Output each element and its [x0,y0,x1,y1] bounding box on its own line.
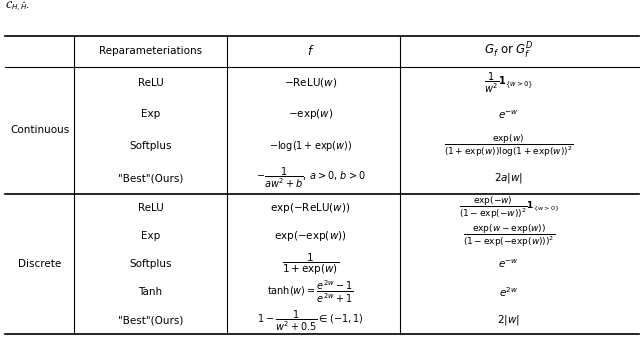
Text: $\tanh(w)=\dfrac{e^{2w}-1}{e^{2w}+1}$: $\tanh(w)=\dfrac{e^{2w}-1}{e^{2w}+1}$ [267,279,354,305]
Text: $\dfrac{\exp(-w)}{(1-\exp(-w))^2}\mathbf{1}_{\{w>0\}}$: $\dfrac{\exp(-w)}{(1-\exp(-w))^2}\mathbf… [459,195,559,221]
Text: $f$: $f$ [307,44,314,58]
Text: Exp: Exp [141,231,160,241]
Text: $-\mathrm{ReLU}(w)$: $-\mathrm{ReLU}(w)$ [284,76,337,89]
Text: $G_f$ or $G_f^D$: $G_f$ or $G_f^D$ [484,41,534,61]
Text: $-\log(1+\exp(w))$: $-\log(1+\exp(w))$ [269,139,352,153]
Text: $\mathcal{C}_{H,\hat{H}}$.: $\mathcal{C}_{H,\hat{H}}$. [5,0,30,14]
Text: Discrete: Discrete [18,259,61,269]
Text: Softplus: Softplus [129,259,172,269]
Text: $\exp(-\exp(w))$: $\exp(-\exp(w))$ [274,229,347,243]
Text: $e^{-w}$: $e^{-w}$ [499,258,519,270]
Text: ReLU: ReLU [138,203,163,213]
Text: $-\dfrac{1}{aw^2+b},\, a>0,\, b>0$: $-\dfrac{1}{aw^2+b},\, a>0,\, b>0$ [255,166,365,190]
Text: $2a|w|$: $2a|w|$ [494,171,524,185]
Text: Continuous: Continuous [10,125,69,135]
Text: "Best"(Ours): "Best"(Ours) [118,173,183,183]
Text: Tanh: Tanh [138,287,163,297]
Text: ReLU: ReLU [138,78,163,88]
Text: $\dfrac{1}{1+\exp(w)}$: $\dfrac{1}{1+\exp(w)}$ [282,251,339,277]
Text: $1-\dfrac{1}{w^2+0.5}\in(-1,1)$: $1-\dfrac{1}{w^2+0.5}\in(-1,1)$ [257,308,364,332]
Text: Exp: Exp [141,109,160,119]
Text: Reparameteriations: Reparameteriations [99,46,202,56]
Text: $\dfrac{\exp(w-\exp(w))}{(1-\exp(-\exp(w)))^2}$: $\dfrac{\exp(w-\exp(w))}{(1-\exp(-\exp(w… [463,223,555,249]
Text: $\exp(-\mathrm{ReLU}(w))$: $\exp(-\mathrm{ReLU}(w))$ [270,201,351,215]
Text: $e^{2w}$: $e^{2w}$ [499,285,518,299]
Text: "Best"(Ours): "Best"(Ours) [118,315,183,325]
Text: $e^{-w}$: $e^{-w}$ [499,108,519,121]
Text: $2|w|$: $2|w|$ [497,313,520,327]
Text: $\dfrac{1}{w^2}\mathbf{1}_{\{w>0\}}$: $\dfrac{1}{w^2}\mathbf{1}_{\{w>0\}}$ [484,70,534,95]
Text: $-\exp(w)$: $-\exp(w)$ [287,107,333,121]
Text: Softplus: Softplus [129,141,172,151]
Text: $\dfrac{\exp(w)}{(1+\exp(w))\log(1+\exp(w))^2}$: $\dfrac{\exp(w)}{(1+\exp(w))\log(1+\exp(… [444,133,573,159]
